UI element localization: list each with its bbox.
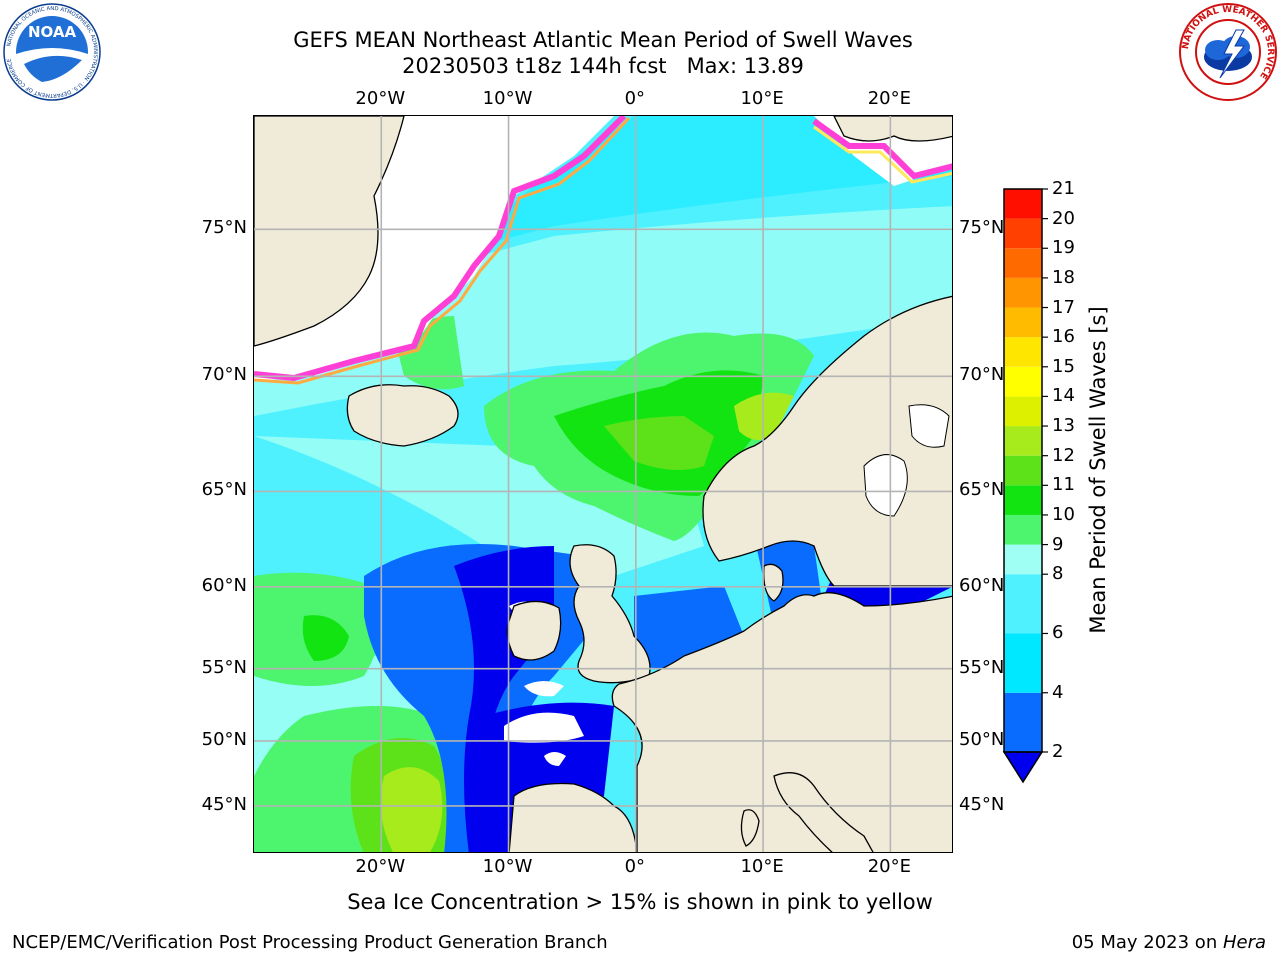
lat-tick-right: 65°N xyxy=(959,479,1005,501)
colorbar-bin xyxy=(1004,574,1042,634)
colorbar-label: 15 xyxy=(1052,355,1075,377)
colorbar-bin xyxy=(1004,692,1042,752)
colorbar-label: 18 xyxy=(1052,266,1075,288)
colorbar-label: 21 xyxy=(1052,178,1075,199)
lat-tick-right: 45°N xyxy=(959,793,1005,815)
colorbar-label: 16 xyxy=(1052,326,1075,348)
lat-tick-left: 60°N xyxy=(201,574,247,596)
lon-tick-top: 20°W xyxy=(355,88,406,109)
colorbar-bin xyxy=(1004,396,1042,427)
colorbar-bin xyxy=(1004,218,1042,249)
colorbar-bin xyxy=(1004,337,1042,367)
lon-tick-top: 10°E xyxy=(740,88,784,109)
run-date-credit: 05 May 2023 on Hera xyxy=(1072,932,1266,953)
lon-tick-bottom: 10°W xyxy=(482,856,533,877)
colorbar-bin xyxy=(1004,514,1042,545)
map-panel xyxy=(253,115,953,853)
colorbar-label: 4 xyxy=(1052,681,1064,703)
colorbar-label: 10 xyxy=(1052,503,1075,525)
colorbar-label: 12 xyxy=(1052,444,1075,466)
producer-credit: NCEP/EMC/Verification Post Processing Pr… xyxy=(12,932,608,953)
swell-period-map xyxy=(254,116,952,852)
lat-tick-left: 55°N xyxy=(201,656,247,678)
colorbar-label: 14 xyxy=(1052,385,1075,407)
colorbar-label: 6 xyxy=(1052,622,1064,644)
colorbar-title: Mean Period of Swell Waves [s] xyxy=(1086,306,1110,634)
lon-tick-top: 20°E xyxy=(867,88,911,109)
colorbar-bin xyxy=(1004,426,1042,456)
lat-tick-right: 50°N xyxy=(959,728,1005,750)
sea-ice-footnote: Sea Ice Concentration > 15% is shown in … xyxy=(347,890,933,914)
lon-tick-bottom: 10°E xyxy=(740,856,784,877)
graticule xyxy=(254,116,952,852)
colorbar-bin xyxy=(1004,633,1042,693)
lat-tick-right: 60°N xyxy=(959,574,1005,596)
colorbar-label: 9 xyxy=(1052,533,1064,555)
colorbar-label: 20 xyxy=(1052,207,1075,229)
lat-tick-right: 70°N xyxy=(959,364,1005,386)
colorbar xyxy=(1002,188,1048,784)
lon-tick-bottom: 20°E xyxy=(867,856,911,877)
lon-tick-top: 10°W xyxy=(482,88,533,109)
chart-title: GEFS MEAN Northeast Atlantic Mean Period… xyxy=(293,28,913,52)
lat-tick-left: 65°N xyxy=(201,479,247,501)
colorbar-bin xyxy=(1004,189,1042,219)
chart-subtitle: 20230503 t18z 144h fcst Max: 13.89 xyxy=(402,54,804,78)
colorbar-bin xyxy=(1004,485,1042,515)
noaa-logo: NOAA NATIONAL OCEANIC AND ATMOSPHERIC AD… xyxy=(3,3,101,101)
lat-tick-left: 75°N xyxy=(201,217,247,239)
colorbar-label: 19 xyxy=(1052,237,1075,259)
lat-tick-right: 75°N xyxy=(959,217,1005,239)
lat-tick-right: 55°N xyxy=(959,656,1005,678)
colorbar-label: 11 xyxy=(1052,474,1075,496)
machine-name: Hera xyxy=(1222,932,1266,953)
colorbar-bin xyxy=(1004,544,1042,575)
run-date: 05 May 2023 on xyxy=(1071,932,1223,953)
lon-tick-bottom: 0° xyxy=(624,856,646,877)
nws-logo: NATIONAL WEATHER SERVICE xyxy=(1179,3,1277,101)
lon-tick-bottom: 20°W xyxy=(355,856,406,877)
colorbar-bin xyxy=(1004,307,1042,338)
colorbar-bin xyxy=(1004,366,1042,397)
colorbar-bin xyxy=(1004,277,1042,308)
lat-tick-left: 70°N xyxy=(201,364,247,386)
lat-tick-left: 45°N xyxy=(201,793,247,815)
colorbar-label: 8 xyxy=(1052,563,1064,585)
colorbar-bin xyxy=(1004,455,1042,486)
noaa-logo-text: NOAA xyxy=(28,23,77,41)
colorbar-label: 13 xyxy=(1052,415,1075,437)
lat-tick-left: 50°N xyxy=(201,728,247,750)
lon-tick-top: 0° xyxy=(624,88,646,109)
colorbar-under-arrow xyxy=(1002,751,1044,784)
colorbar-bin xyxy=(1004,248,1042,278)
colorbar-label: 17 xyxy=(1052,296,1075,318)
colorbar-label: 2 xyxy=(1052,741,1064,762)
